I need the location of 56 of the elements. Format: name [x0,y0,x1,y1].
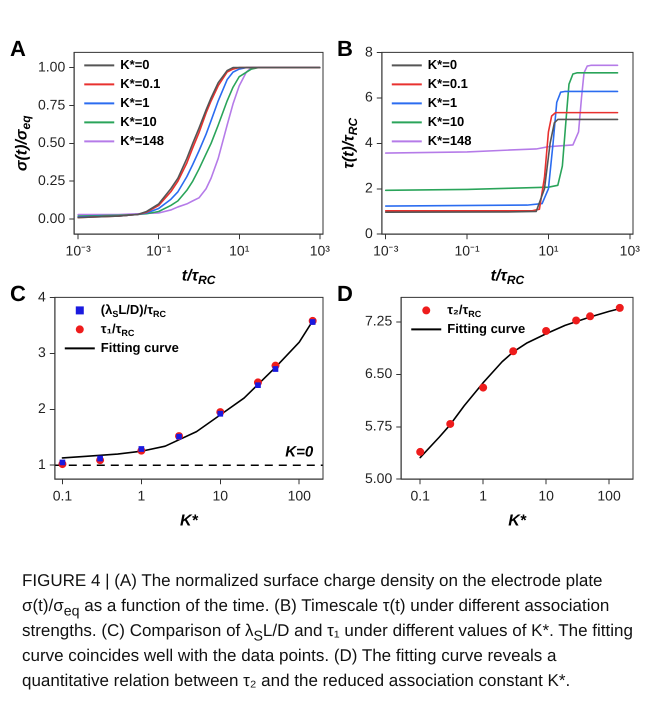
legend-label: K*=1 [428,94,458,110]
x-tick-label: 1 [479,487,488,504]
y-tick-label: 0.75 [38,96,66,112]
y-tick-label: 7.25 [365,312,392,329]
legend-label: K*=148 [120,132,164,148]
chart-title: A [10,36,26,62]
x-tick-label: 100 [597,487,621,504]
x-axis-title: K* [508,512,527,530]
y-tick-label: 8 [364,43,373,60]
x-tick-label: 1 [137,487,146,504]
y-axis-title: τ(t)/τRC [340,118,360,169]
x-axis-title: K* [180,512,199,530]
x-tick-label: 10⁻¹ [146,242,172,258]
y-tick-label: 6.50 [365,365,392,382]
chart-title: C [10,281,26,307]
legend-label: Fitting curve [447,320,526,336]
x-tick-label: 10³ [310,242,330,258]
text: FIGURE 4 | (A) The normalized surface charge density on the electrode plate σ(t)/σ$_{eq}$ as a function of the time. (B) Timescale τ(t) under different association strengths. (C) Comparison of λ$_{S}$L/D and τ₁ under different values of K*. The fitting curve coincides well with the data points. (D) The fitting curve reveals a quantitative relation between τ₂ and the reduced association constant K*. [22,571,633,690]
x-tick-label: 10³ [620,242,640,258]
chart-title: D [337,281,353,307]
y-tick-label: 5.00 [365,470,392,486]
y-tick-label: 0.50 [38,134,66,150]
legend-label: K*=0 [120,56,150,72]
x-tick-label: 10¹ [538,242,559,258]
legend-label: K*=148 [428,132,472,148]
y-tick-label: 4 [38,288,46,304]
x-tick-label: 10⁻³ [373,242,399,258]
legend-label: K*=1 [120,94,150,110]
legend-label: K*=0 [428,56,458,72]
legend-label: K*=10 [120,114,157,129]
x-tick-label: 0.1 [52,487,72,504]
y-tick-label: 5.75 [365,418,392,434]
y-tick-label: 2 [38,400,46,416]
x-tick-label: 10 [212,487,228,504]
y-tick-label: 3 [38,344,46,360]
y-tick-label: 4 [364,134,373,150]
y-tick-label: 6 [364,88,373,105]
y-tick-label: 1.00 [38,58,66,74]
y-axis-title: σ(t)/σeq [13,114,34,172]
y-tick-label: 0 [364,225,373,242]
x-tick-label: 10⁻³ [66,242,92,258]
x-tick-label: 10¹ [229,242,250,258]
x-tick-label: 10⁻¹ [454,242,480,258]
x-tick-label: 100 [288,487,312,504]
y-tick-label: 0.00 [38,210,66,226]
legend-label: Fitting curve [100,340,179,355]
annotation: K=0 [285,443,314,460]
legend-label: K*=10 [428,114,464,129]
legend-label: K*=0.1 [428,76,468,91]
x-tick-label: 10 [538,487,554,504]
x-tick-label: 0.1 [410,487,430,504]
chart-title: B [337,36,353,62]
y-tick-label: 0.25 [38,172,66,188]
legend-label: K*=0.1 [120,76,160,91]
y-tick-label: 1 [38,456,46,472]
y-tick-label: 2 [364,180,373,196]
